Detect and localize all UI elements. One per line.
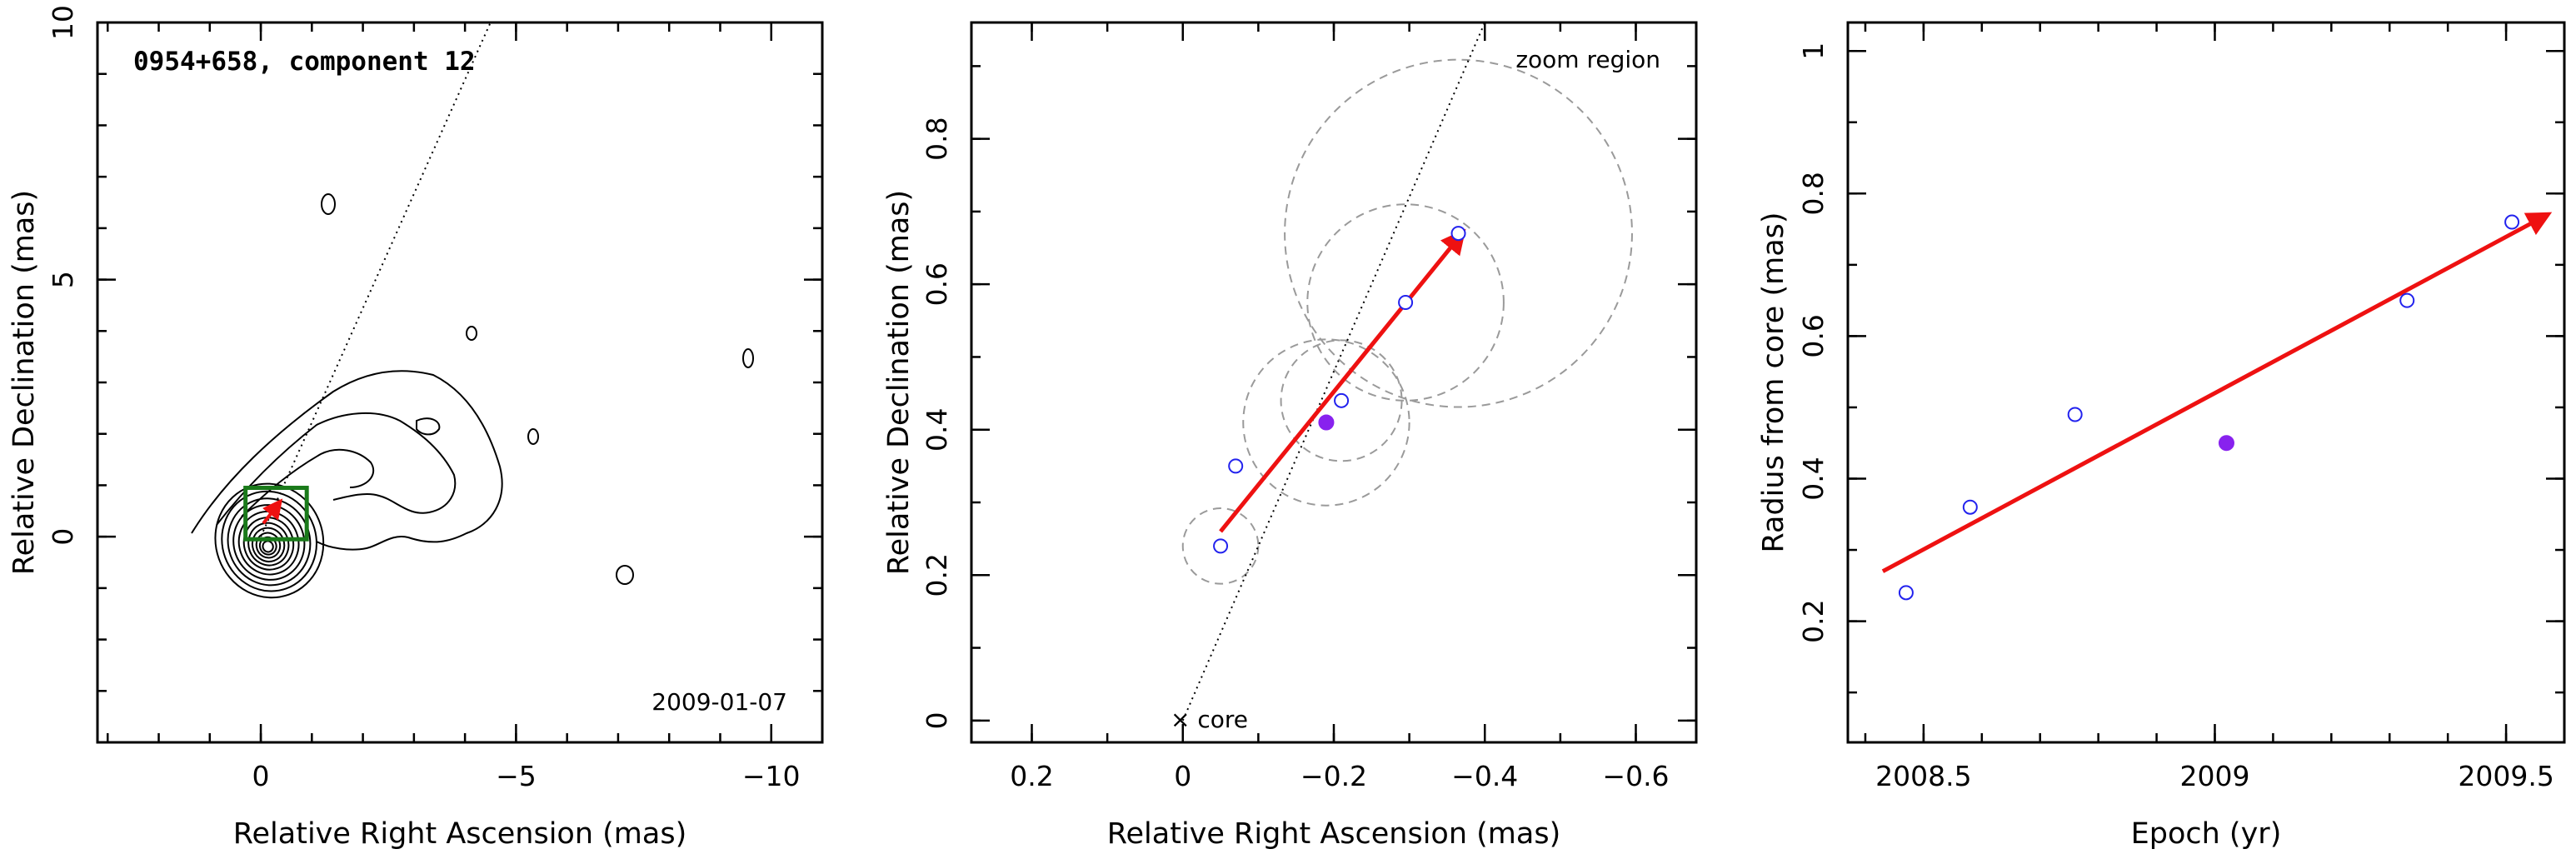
y-tick-label: 0 (47, 528, 79, 546)
radius-point (2504, 214, 2520, 230)
y-tick-label: 0.2 (921, 553, 953, 597)
core-contour (262, 540, 274, 553)
core-contour (232, 504, 306, 581)
x-tick-label: 2009.5 (2458, 760, 2554, 792)
core-contour (237, 510, 300, 576)
panel-2-x-axis-label: Relative Right Ascension (mas) (1107, 817, 1560, 851)
position-point (1398, 295, 1414, 310)
x-tick-label: 2009 (2179, 760, 2249, 792)
panel-1-y-axis-label: Relative Declination (mas) (7, 190, 41, 575)
jet-contour (416, 417, 441, 436)
panel-zoom-positions: zoom region × core 0.2 0 −0.2 −0.4 −0.600.20… (882, 21, 1698, 851)
panel-3-y-axis-label: Radius from core (mas) (1757, 212, 1790, 552)
radius-plot-area (1881, 212, 2553, 601)
y-tick-label: 0.2 (1797, 599, 1830, 642)
radius-point (1962, 499, 1978, 515)
y-tick-label: 0.4 (1797, 457, 1830, 500)
x-tick-label: −0.4 (1451, 760, 1518, 792)
panel-contour-map: 0954+658, component 12 2009-01-07 0 −5 −10… (7, 5, 824, 851)
y-tick-label: 0.8 (921, 117, 953, 160)
panel-1-x-axis-label: Relative Right Ascension (mas) (233, 817, 686, 851)
core-contour (221, 490, 317, 592)
y-tick-label: 10 (47, 5, 79, 40)
motion-arrow (1219, 228, 1466, 533)
observation-date: 2009-01-07 (651, 688, 787, 716)
y-tick-label: 1 (1797, 42, 1830, 60)
y-tick-label: 5 (47, 271, 79, 288)
x-tick-label: −5 (496, 760, 537, 792)
isolated-contour (616, 565, 634, 585)
y-tick-label: 0.6 (1797, 314, 1830, 357)
motion-arrow (262, 498, 283, 525)
component-size-circle (1242, 338, 1410, 507)
component-size-circle (1284, 58, 1633, 408)
panel-3-frame (1846, 21, 2566, 744)
radius-point (2399, 292, 2415, 308)
position-point (1334, 392, 1350, 408)
y-tick-label: 0 (921, 712, 953, 729)
isolated-contour (321, 193, 336, 215)
radius-point (2067, 407, 2083, 422)
map-title: 0954+658, component 12 (133, 47, 476, 77)
x-tick-label: 0.2 (1010, 760, 1053, 792)
panel-2-frame (970, 21, 1698, 744)
panel-radius-vs-epoch: 2008.5 2009 2009.5 0.2 0.4 0.6 0.8 1 Epoch (yr)… (1757, 21, 2566, 851)
position-point (1213, 538, 1229, 554)
jet-contour (191, 370, 503, 551)
panel-3-x-axis-label: Epoch (yr) (2131, 817, 2282, 851)
isolated-contour (742, 348, 754, 368)
x-tick-label: 0 (252, 760, 270, 792)
position-point (1450, 226, 1466, 242)
radius-point-filled (2218, 435, 2234, 452)
y-tick-label: 0.6 (921, 262, 953, 306)
panel-1-frame (96, 21, 824, 744)
zoom-region-label: zoom region (1515, 46, 1660, 73)
zoom-plot-area (1181, 22, 1633, 722)
panel-1-axes: 0 −5 −10 0 5 10 (47, 5, 824, 792)
y-tick-label: 0.8 (1797, 172, 1830, 215)
motion-fit-arrow (1881, 212, 2553, 573)
core-contour (242, 517, 295, 571)
jet-axis-line (1181, 22, 1486, 722)
component-size-circle (1306, 203, 1505, 402)
x-tick-label: −0.2 (1300, 760, 1367, 792)
x-tick-label: −0.6 (1602, 760, 1669, 792)
isolated-contour (466, 326, 477, 341)
radius-point (1898, 585, 1914, 601)
contour-plot-area (191, 22, 754, 599)
x-tick-label: −10 (742, 760, 801, 792)
x-tick-label: 2008.5 (1875, 760, 1971, 792)
y-tick-label: 0.4 (921, 407, 953, 451)
x-tick-label: 0 (1174, 760, 1191, 792)
jet-contour (216, 412, 457, 526)
isolated-contour (527, 428, 539, 445)
component-size-circle (1181, 507, 1260, 585)
zoom-region-box (243, 486, 309, 542)
position-point-filled (1318, 414, 1335, 431)
panel-2-axes: 0.2 0 −0.2 −0.4 −0.6 0 0.2 0.4 0.6 0.8 (921, 22, 1696, 792)
position-point (1228, 458, 1244, 474)
panel-3-axes: 2008.5 2009 2009.5 0.2 0.4 0.6 0.8 1 (1797, 22, 2566, 792)
panel-2-y-axis-label: Relative Declination (mas) (882, 190, 916, 575)
jet-axis-line (260, 22, 492, 537)
